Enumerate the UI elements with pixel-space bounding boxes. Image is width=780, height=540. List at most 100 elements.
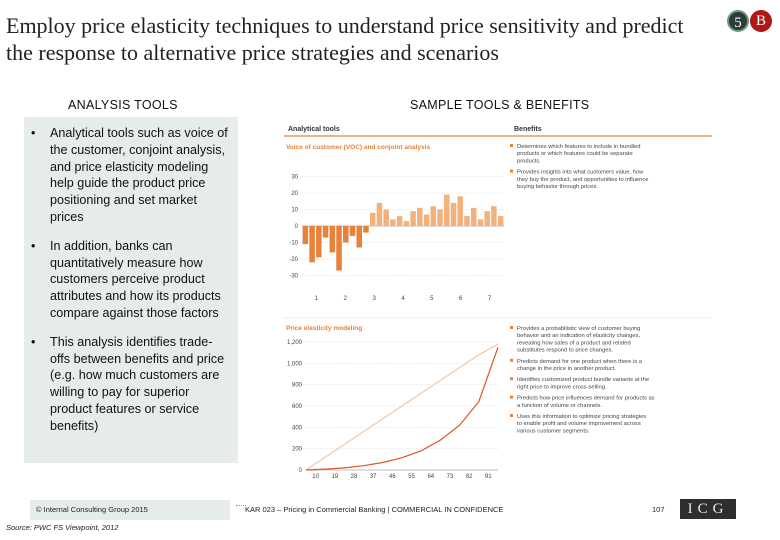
bullet-text: This analysis identifies trade-offs betw… <box>50 334 225 433</box>
voc-bar <box>464 216 470 226</box>
elasticity-y-tick: 800 <box>292 383 303 389</box>
elasticity-x-tick: 28 <box>351 474 358 480</box>
section-letter-badge: B <box>750 10 772 32</box>
voc-bar <box>410 211 416 226</box>
voc-x-tick: 6 <box>459 296 463 302</box>
voc-bar <box>450 202 457 226</box>
benefit-item: Provides insights into what customers va… <box>517 170 649 190</box>
elasticity-y-tick: 1,000 <box>287 361 303 367</box>
elasticity-series-line <box>305 347 499 471</box>
elasticity-x-tick: 82 <box>466 474 473 480</box>
bullet-icon: • <box>31 238 36 253</box>
page-title: Employ price elasticity techniques to un… <box>6 13 684 65</box>
elasticity-benefits-list: Provides a probabilistic view of custome… <box>510 326 655 434</box>
voc-bar <box>444 194 450 226</box>
voc-y-tick: -10 <box>289 241 298 247</box>
voc-bar <box>470 207 477 226</box>
benefit-item: Determines which features to include in … <box>517 144 640 164</box>
bullet-icon: • <box>31 126 36 140</box>
voc-bar <box>356 226 362 248</box>
voc-bar <box>316 226 322 258</box>
benefit-bullet-icon <box>510 414 513 417</box>
benefit-item: Predicts demand for one product when the… <box>517 359 643 372</box>
elasticity-x-axis: 10 19 28 37 46 55 64 73 82 91 <box>312 474 492 480</box>
voc-bar <box>437 209 443 226</box>
voc-bar <box>363 226 369 233</box>
benefit-bullet-icon <box>510 377 513 381</box>
elasticity-series-line <box>305 343 499 471</box>
voc-bar <box>477 219 484 226</box>
elasticity-x-tick: 46 <box>389 474 396 480</box>
elasticity-y-tick: 200 <box>292 447 303 453</box>
elasticity-lines <box>305 343 499 471</box>
voc-bar <box>349 226 356 236</box>
voc-bar <box>369 212 376 226</box>
elasticity-x-tick: 91 <box>485 474 492 480</box>
footer-confidential: KAR 023 – Pricing in Commercial Banking … <box>245 505 504 514</box>
benefit-item: Identifies customized product bundle var… <box>517 377 649 390</box>
elasticity-y-tick: 1,200 <box>287 340 303 346</box>
voc-bar <box>430 206 437 226</box>
benefit-bullet-icon <box>510 395 513 399</box>
analysis-tools-header: ANALYSIS TOOLS <box>68 98 178 112</box>
voc-x-tick: 7 <box>488 296 492 302</box>
voc-x-axis: 1 2 3 4 5 6 7 <box>315 296 492 302</box>
voc-x-tick: 4 <box>401 296 405 302</box>
voc-y-tick: 30 <box>291 175 298 181</box>
voc-y-axis: 30 20 10 0 -10 -20 -30 <box>289 175 504 280</box>
bullet-item: • This analysis identifies trade-offs be… <box>30 334 232 435</box>
elasticity-x-tick: 64 <box>427 474 434 480</box>
col-benefits-label: Benefits <box>514 126 542 133</box>
voc-bar <box>497 216 504 226</box>
voc-bar <box>336 226 342 271</box>
voc-bar <box>491 206 497 226</box>
voc-bar <box>322 226 329 238</box>
voc-x-tick: 2 <box>344 296 348 302</box>
voc-bars <box>302 194 504 271</box>
voc-x-tick: 5 <box>430 296 434 302</box>
elasticity-y-tick: 400 <box>292 425 303 431</box>
bullet-icon: • <box>31 334 36 349</box>
voc-x-tick: 3 <box>372 296 376 302</box>
voc-y-tick: 20 <box>291 191 298 197</box>
voc-y-tick: 0 <box>295 224 299 230</box>
benefit-bullet-icon <box>510 326 513 329</box>
benefit-item: Predicts how price influences demand for… <box>517 396 655 409</box>
voc-bar <box>484 211 490 226</box>
icg-logo: ICG <box>680 499 736 519</box>
voc-chart-title: Voice of customer (VOC) and conjoint ana… <box>286 144 430 151</box>
voc-bar <box>309 226 315 263</box>
benefit-bullet-icon <box>510 358 513 362</box>
elasticity-x-tick: 19 <box>331 474 338 480</box>
bullet-text: Analytical tools such as voice of the cu… <box>50 126 228 224</box>
voc-bar <box>343 226 349 243</box>
elasticity-x-tick: 73 <box>447 474 454 480</box>
voc-bar <box>417 207 423 226</box>
analysis-tools-panel: • Analytical tools such as voice of the … <box>24 117 238 463</box>
benefit-item: Provides a probabilistic view of custome… <box>517 326 640 354</box>
voc-y-tick: 10 <box>291 208 298 214</box>
elasticity-x-tick: 55 <box>408 474 415 480</box>
benefit-bullet-icon <box>510 144 513 147</box>
voc-y-tick: -30 <box>289 274 298 280</box>
elasticity-y-tick: 0 <box>299 468 303 474</box>
elasticity-chart-title: Price elasticity modeling <box>286 325 362 332</box>
voc-bar <box>403 221 410 226</box>
col-tools-label: Analytical tools <box>288 126 340 133</box>
voc-y-tick: -20 <box>289 257 298 263</box>
benefit-item: Uses this information to optimize pricin… <box>517 414 646 434</box>
page-number: 107 <box>652 505 665 514</box>
voc-x-tick: 1 <box>315 296 319 302</box>
voc-bar <box>302 226 309 245</box>
elasticity-x-tick: 10 <box>312 474 319 480</box>
voc-bar <box>423 214 430 226</box>
benefit-bullet-icon <box>510 169 513 173</box>
voc-bar <box>376 202 383 226</box>
section-number-badge: 5 <box>727 10 749 32</box>
elasticity-y-axis: 1,200 1,000 800 600 400 200 0 <box>287 340 498 474</box>
sample-tools-svg: Analytical tools Benefits Voice of custo… <box>284 126 712 480</box>
sample-tools-header: SAMPLE TOOLS & BENEFITS <box>410 98 590 112</box>
footer-copyright: © Internal Consulting Group 2015 <box>30 500 230 520</box>
footer-divider <box>236 505 246 506</box>
voc-bar <box>329 226 336 253</box>
